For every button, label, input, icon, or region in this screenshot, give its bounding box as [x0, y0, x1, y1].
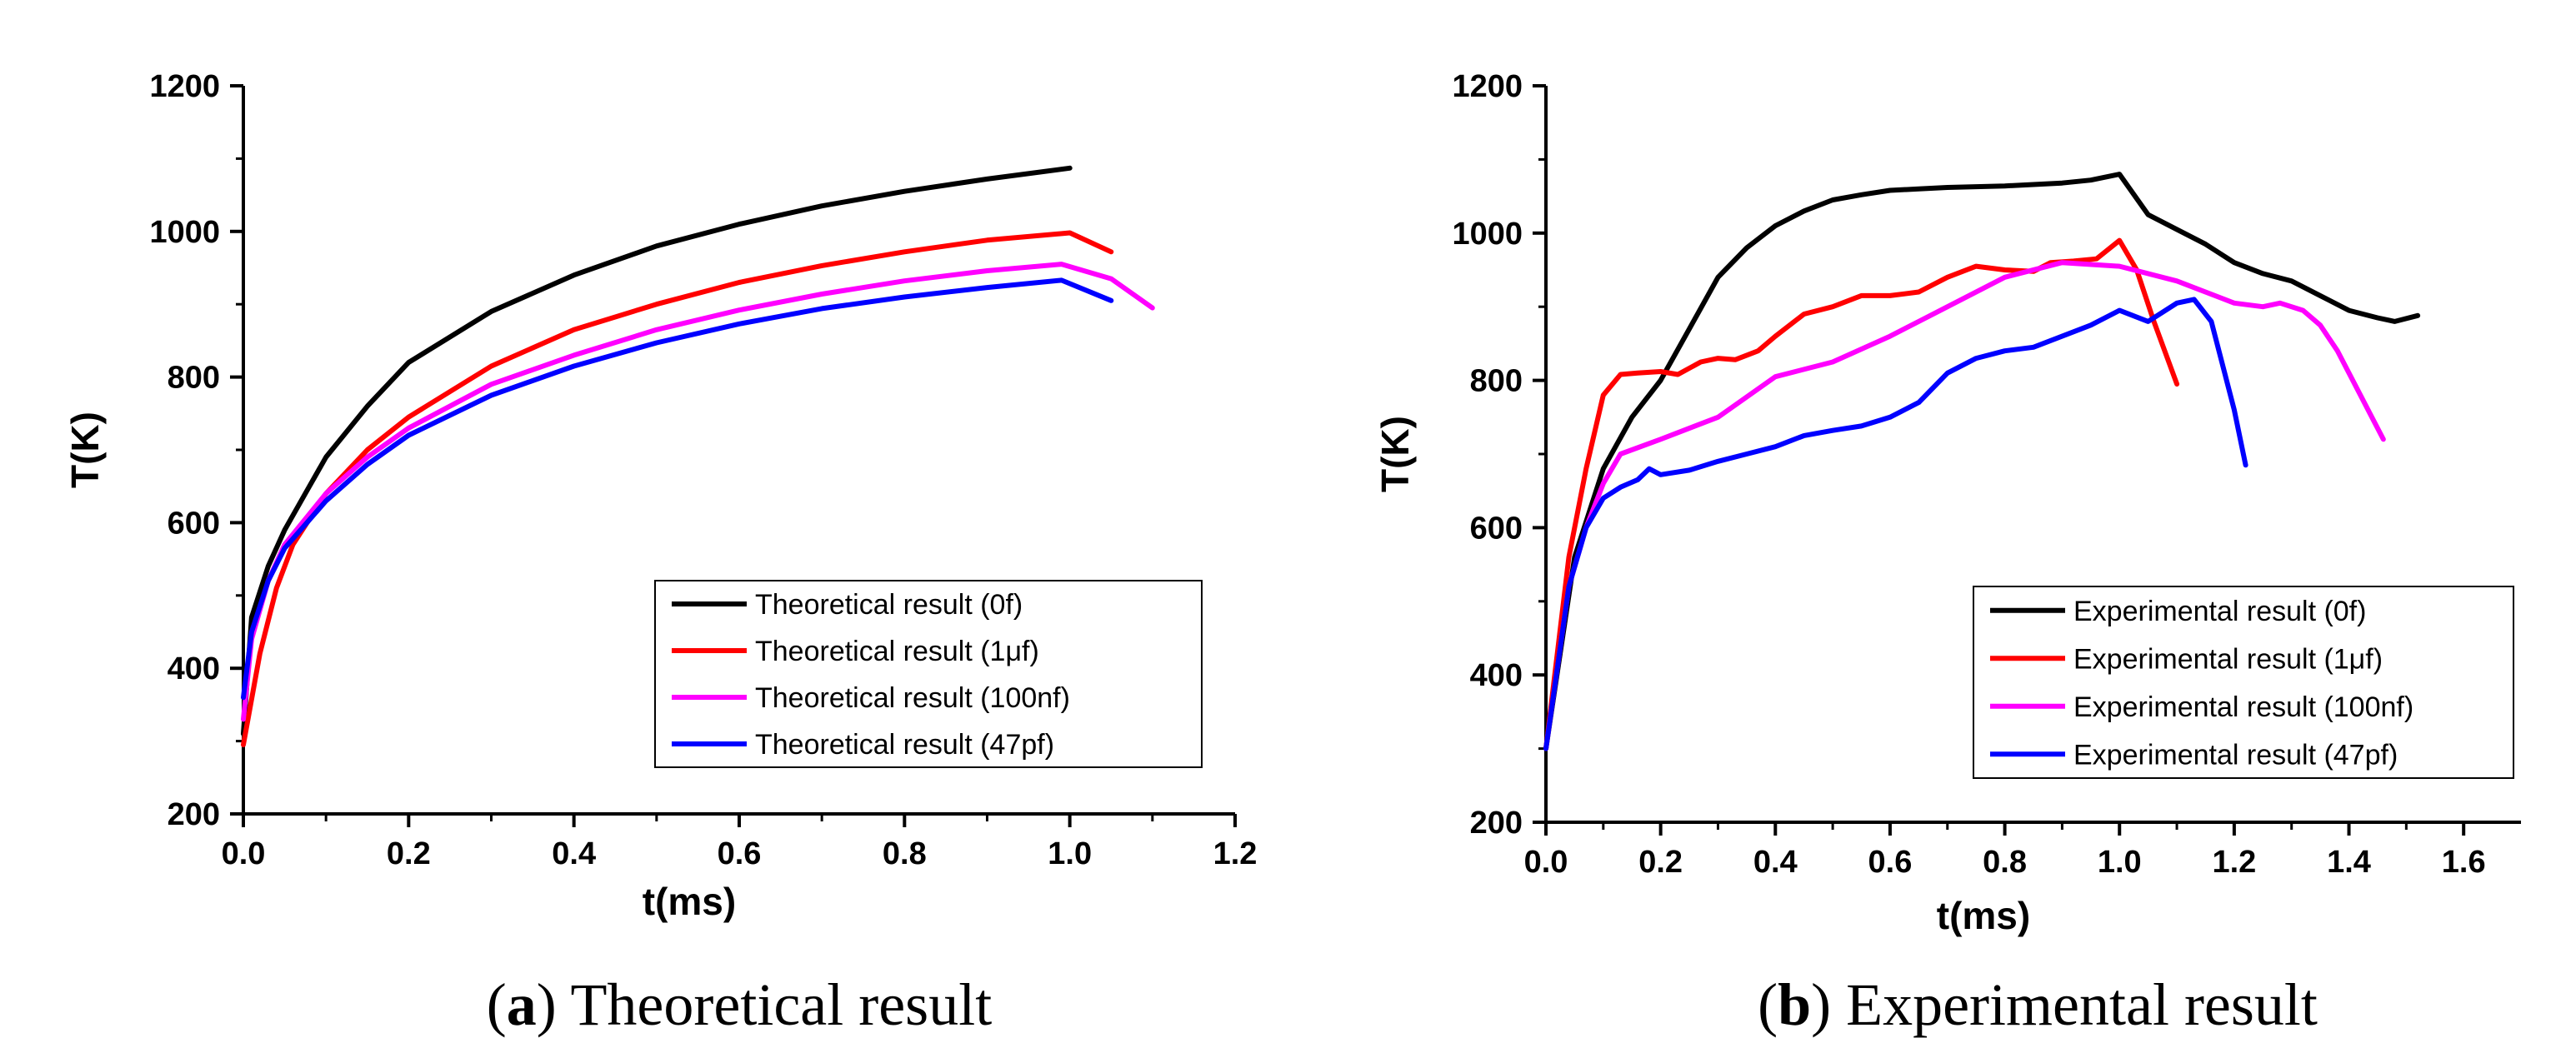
legend-label: Theoretical result (1μf) — [755, 636, 1039, 667]
x-tick-label: 0.6 — [718, 836, 762, 871]
caption-text: ) Theoretical result — [537, 971, 992, 1038]
x-tick-label: 0.2 — [387, 836, 431, 871]
x-tick-label: 1.4 — [2327, 845, 2371, 880]
series-line-0 — [241, 165, 1073, 736]
x-tick-label: 0.6 — [1868, 845, 1913, 880]
y-tick-label: 600 — [168, 506, 220, 541]
series-line-3 — [1543, 297, 2248, 751]
legend-label: Experimental result (1μf) — [2073, 643, 2383, 675]
x-axis-title: t(ms) — [1937, 894, 2030, 937]
x-tick-label: 0.8 — [883, 836, 927, 871]
x-tick-label: 1.6 — [2442, 845, 2486, 880]
x-tick-label: 1.0 — [1048, 836, 1092, 871]
y-tick-label: 1000 — [149, 215, 220, 250]
y-tick-label: 800 — [168, 361, 220, 396]
figure-caption: (a) Theoretical result — [487, 971, 992, 1038]
x-tick-label: 1.0 — [2098, 845, 2142, 880]
x-tick-label: 0.2 — [1638, 845, 1683, 880]
y-tick-label: 400 — [168, 651, 220, 686]
x-tick-label: 0.0 — [222, 836, 266, 871]
x-tick-label: 0.4 — [552, 836, 596, 871]
legend-box — [1973, 586, 2514, 779]
chart-experimental: 200 400 600 800 1000 1200 0.0 0.2 0.4 0.6 0.8 1.0 1.… — [1373, 69, 2521, 1038]
series-line-2 — [1543, 260, 2386, 751]
y-axis-title: T(K) — [1373, 416, 1417, 492]
x-tick-label: 1.2 — [1213, 836, 1258, 871]
chart-theoretical: 200 400 600 800 1000 1200 0.0 0.2 0.4 0.6 0.8 1.0 1.… — [63, 69, 1257, 1038]
y-tick-label: 1200 — [1452, 69, 1523, 104]
x-tick-label: 0.0 — [1524, 845, 1568, 880]
y-tick-label: 1000 — [1452, 217, 1523, 252]
legend-label: Experimental result (47pf) — [2073, 739, 2398, 771]
x-tick-label: 1.2 — [2212, 845, 2256, 880]
legend-label: Theoretical result (47pf) — [755, 729, 1054, 761]
y-tick-label: 400 — [1470, 658, 1523, 693]
legend-label: Experimental result (100nf) — [2073, 691, 2413, 723]
caption-paren-open: ( — [487, 971, 507, 1038]
legend-label: Experimental result (0f) — [2073, 596, 2366, 627]
x-axis-title: t(ms) — [643, 880, 736, 923]
y-axis-title: T(K) — [63, 412, 107, 488]
y-tick-label: 200 — [168, 797, 220, 832]
series-line-1 — [241, 230, 1114, 747]
x-tick-label: 0.8 — [1983, 845, 2027, 880]
y-tick-label: 1200 — [149, 69, 220, 104]
y-tick-label: 800 — [1470, 364, 1523, 399]
caption-letter: a — [507, 971, 537, 1038]
caption-letter: b — [1778, 971, 1811, 1038]
series-line-1 — [1543, 237, 2180, 751]
legend-box — [654, 580, 1203, 768]
series-line-3 — [241, 277, 1114, 701]
series-line-0 — [1543, 172, 2421, 751]
figure-caption: (b) Experimental result — [1758, 971, 2318, 1038]
legend-label: Theoretical result (0f) — [755, 589, 1023, 621]
caption-text: ) Experimental result — [1811, 971, 2318, 1038]
caption-paren-open: ( — [1758, 971, 1778, 1038]
y-tick-label: 200 — [1470, 806, 1523, 841]
x-tick-label: 0.4 — [1753, 845, 1798, 880]
y-tick-label: 600 — [1470, 511, 1523, 546]
legend-label: Theoretical result (100nf) — [755, 682, 1070, 714]
